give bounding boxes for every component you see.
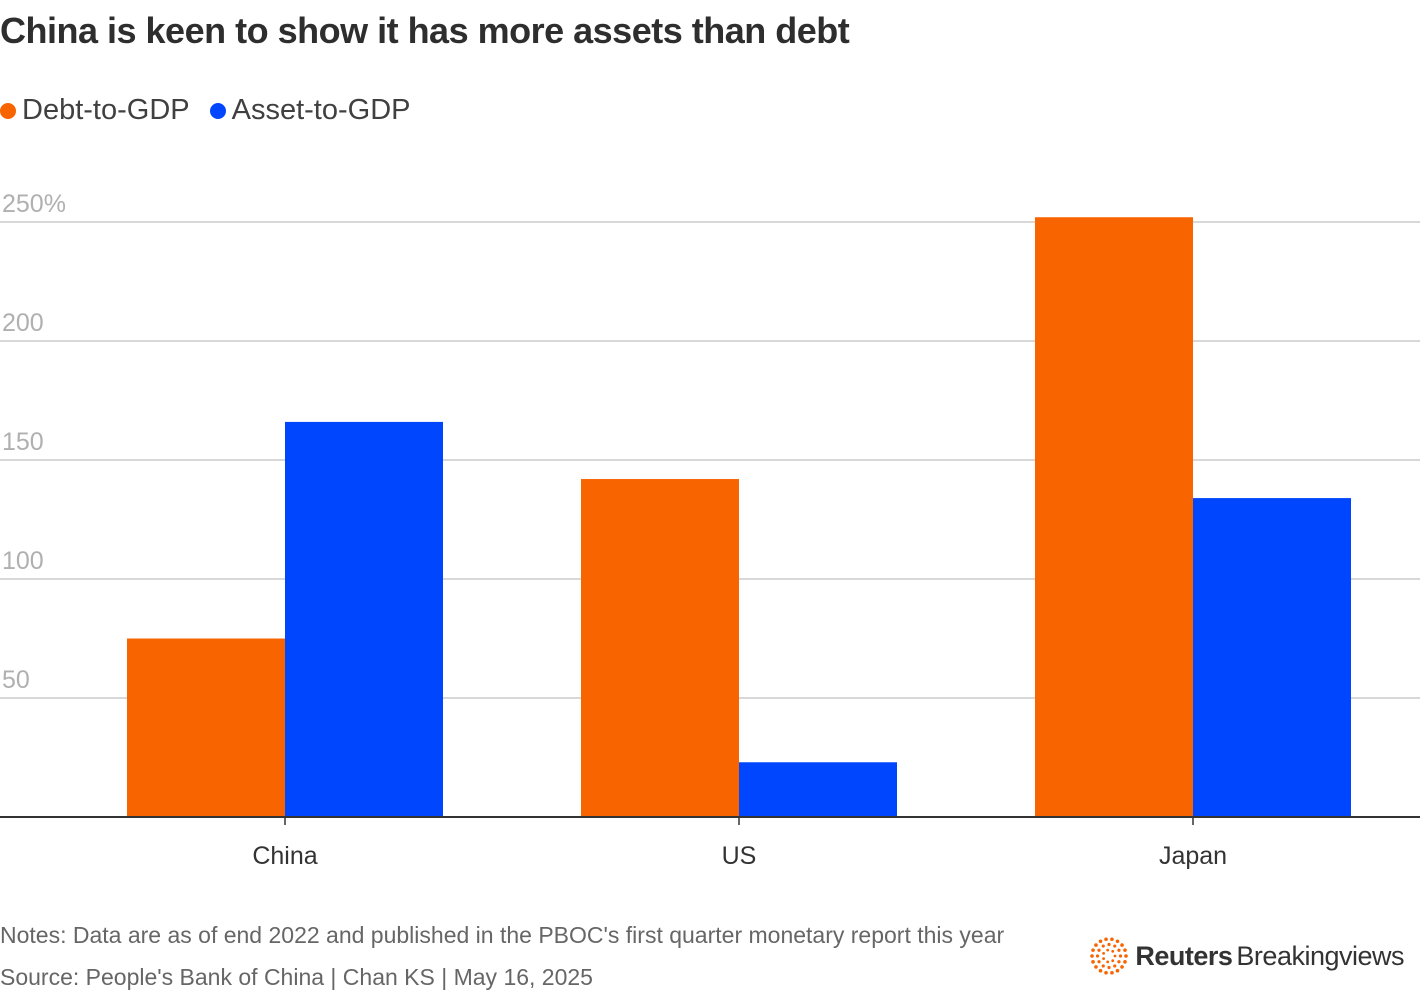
- legend-swatch-debt: [0, 102, 16, 119]
- legend-label-asset: Asset-to-GDP: [231, 94, 411, 126]
- logo-dot: [1107, 965, 1111, 970]
- logo-dot: [1096, 954, 1100, 958]
- bar-debt-to-gdp-us: [581, 479, 739, 817]
- logo-dot: [1094, 965, 1099, 969]
- logo-dot: [1099, 939, 1103, 944]
- legend-label-debt: Debt-to-GDP: [22, 94, 190, 126]
- logo-dot: [1106, 948, 1110, 952]
- brand-name: Reuters: [1135, 940, 1233, 971]
- chart-source: Source: People's Bank of China | Chan KS…: [0, 964, 593, 990]
- y-tick-label: 50: [2, 666, 30, 694]
- bar-asset-to-gdp-us: [739, 762, 897, 817]
- logo-dot: [1097, 960, 1102, 964]
- logo-dot: [1104, 937, 1109, 942]
- bar-debt-to-gdp-japan: [1035, 217, 1193, 818]
- brand-sub: Breakingviews: [1236, 940, 1404, 971]
- legend: Debt-to-GDP Asset-to-GDP: [0, 94, 430, 127]
- legend-item-asset: Asset-to-GDP: [209, 94, 411, 127]
- logo-dot: [1104, 970, 1109, 975]
- logo-dot: [1110, 937, 1115, 942]
- x-tick-label: Japan: [1159, 842, 1227, 870]
- logo-dot: [1120, 943, 1125, 947]
- bar-chart: 50 100 150 200 250% China US Japan: [0, 190, 1420, 870]
- logo-dot: [1123, 960, 1128, 964]
- logo-dot: [1113, 944, 1117, 948]
- x-tick-label: US: [722, 842, 757, 870]
- bar-asset-to-gdp-japan: [1193, 498, 1351, 817]
- logo-dot: [1099, 968, 1103, 973]
- logo-dot: [1110, 970, 1115, 975]
- logo-dot: [1102, 957, 1106, 961]
- reuters-logo-icon: [1090, 937, 1129, 975]
- legend-swatch-asset: [209, 102, 226, 119]
- chart-notes: Notes: Data are as of end 2022 and publi…: [0, 922, 1005, 948]
- legend-item-debt: Debt-to-GDP: [0, 94, 190, 127]
- logo-dot: [1094, 943, 1099, 947]
- x-tick-label: China: [252, 842, 317, 870]
- logo-dot: [1116, 968, 1120, 973]
- logo-dot: [1091, 948, 1096, 952]
- logo-dot: [1120, 965, 1125, 969]
- y-tick-label: 150: [2, 428, 44, 456]
- logo-dot: [1113, 964, 1117, 968]
- bar-debt-to-gdp-china: [127, 638, 285, 817]
- y-tick-label: 200: [2, 309, 44, 337]
- logo-dot: [1102, 951, 1106, 955]
- logo-dot: [1117, 960, 1121, 964]
- logo-dot: [1107, 942, 1111, 947]
- logo-dot: [1102, 944, 1106, 948]
- y-tick-label: 100: [2, 547, 44, 575]
- logo-dot: [1119, 954, 1123, 958]
- y-tick-label: 250%: [2, 190, 66, 218]
- logo-dot: [1113, 954, 1117, 958]
- bar-asset-to-gdp-china: [285, 421, 443, 817]
- logo-dot: [1124, 954, 1129, 958]
- logo-dot: [1123, 948, 1128, 952]
- chart-title: China is keen to show it has more assets…: [0, 10, 850, 51]
- brand-logo: Reuters Breakingviews: [1089, 936, 1404, 976]
- logo-dot: [1102, 964, 1106, 968]
- logo-dot: [1111, 949, 1115, 953]
- logo-dot: [1106, 960, 1110, 964]
- logo-dot: [1111, 959, 1115, 963]
- logo-dot: [1097, 948, 1102, 952]
- logo-dot: [1090, 954, 1095, 958]
- logo-dot: [1117, 948, 1121, 952]
- logo-dot: [1116, 939, 1120, 944]
- logo-dot: [1091, 960, 1096, 964]
